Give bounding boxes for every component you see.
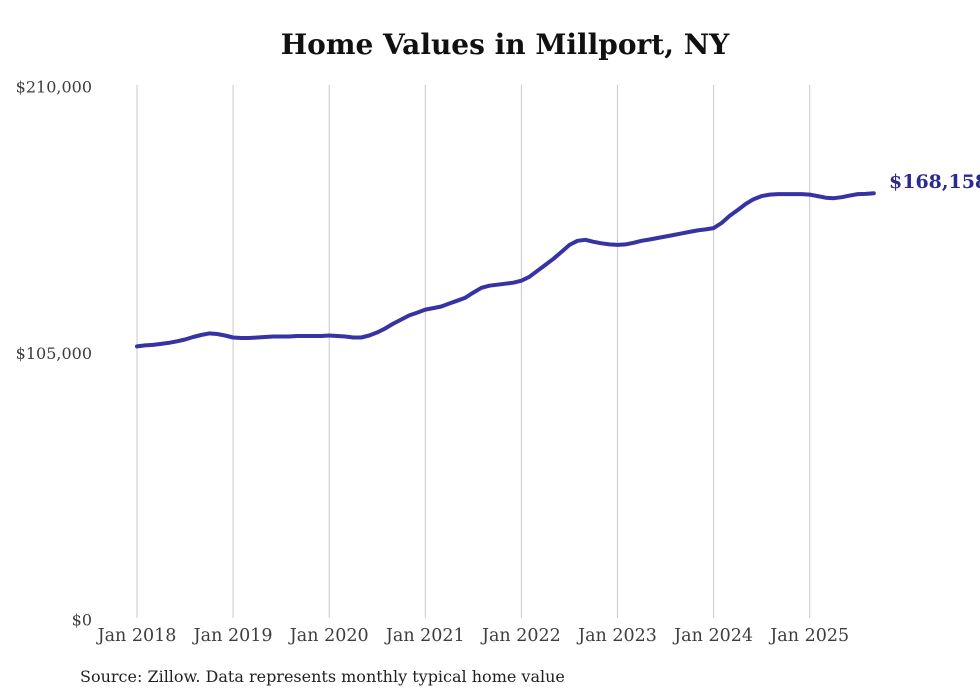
source-note: Source: Zillow. Data represents monthly … — [80, 667, 565, 686]
x-axis-tick-label: Jan 2024 — [672, 626, 753, 646]
y-axis-tick-label: $105,000 — [16, 344, 92, 363]
x-axis-tick-label: Jan 2021 — [384, 626, 465, 646]
end-value-label: $168,158 — [889, 171, 980, 193]
chart-title: Home Values in Millport, NY — [280, 28, 730, 61]
x-axis-tick-label: Jan 2019 — [192, 626, 273, 646]
home-value-line — [135, 191, 876, 349]
y-axis-tick-label: $210,000 — [16, 78, 92, 97]
x-axis-tick-label: Jan 2020 — [288, 626, 369, 646]
x-axis-tick-label: Jan 2023 — [576, 626, 657, 646]
y-axis-tick-label: $0 — [72, 611, 92, 630]
x-axis-tick-label: Jan 2018 — [96, 626, 177, 646]
x-axis-tick-label: Jan 2025 — [768, 626, 849, 646]
x-axis-tick-label: Jan 2022 — [480, 626, 561, 646]
